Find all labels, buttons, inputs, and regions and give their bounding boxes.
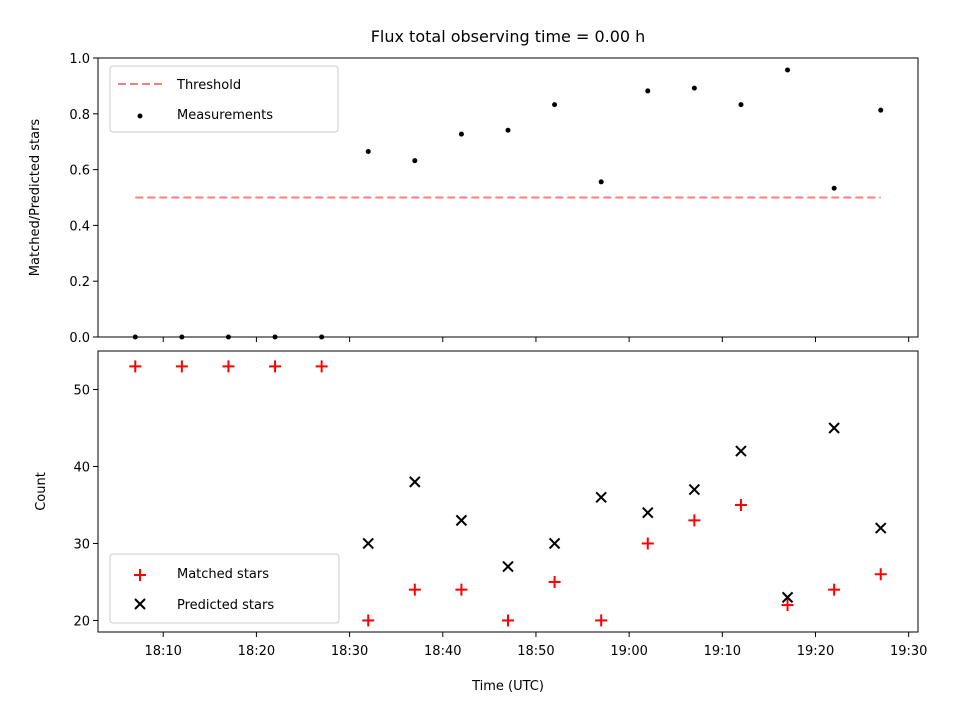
- measurement-point: [785, 67, 791, 73]
- matched-star-point: [222, 360, 235, 373]
- matched-star-point: [641, 537, 654, 550]
- predicted-star-point: [455, 514, 468, 527]
- x-tick-label: 19:30: [890, 644, 927, 659]
- predicted-star-point: [409, 476, 421, 488]
- bottom-legend-box: [109, 553, 340, 624]
- x-tick-label: 19:10: [704, 644, 741, 659]
- bottom-y-axis-label: Count: [34, 472, 49, 511]
- x-tick-label: 18:10: [144, 644, 181, 659]
- matched-star-point: [175, 360, 188, 373]
- measurement-point: [645, 88, 651, 94]
- measurement-point: [878, 107, 884, 113]
- matched-star-point: [874, 568, 887, 581]
- top-y-tick-label: 1.0: [69, 52, 90, 67]
- legend-measurements-label: Measurements: [177, 108, 273, 123]
- bottom-plot-marks: [129, 360, 887, 627]
- legend-matched-label: Matched stars: [177, 567, 269, 582]
- predicted-star-point: [642, 506, 654, 519]
- measurement-point: [365, 148, 371, 154]
- x-tick-label: 19:20: [797, 644, 834, 659]
- legend-predicted-label: Predicted stars: [177, 598, 274, 613]
- top-y-axis: 0.0 0.2 0.4 0.6 0.8 1.0: [69, 52, 98, 346]
- matched-star-point: [595, 614, 608, 627]
- top-legend-box: [109, 65, 339, 133]
- bottom-y-axis: 20 30 40 50: [73, 383, 98, 629]
- matched-star-point: [129, 360, 142, 373]
- predicted-star-point: [548, 537, 561, 550]
- predicted-star-point: [688, 483, 701, 496]
- matched-star-point: [548, 575, 561, 588]
- predicted-star-point: [828, 422, 840, 434]
- top-y-tick-label: 0.2: [69, 275, 90, 290]
- chart-title: Flux total observing time = 0.00 h: [371, 27, 646, 46]
- measurement-point: [691, 85, 697, 91]
- predicted-star-point: [781, 591, 794, 604]
- x-tick-label: 18:40: [424, 644, 461, 659]
- x-axis-label: Time (UTC): [471, 679, 544, 694]
- legend-threshold-label: Threshold: [176, 78, 241, 93]
- matched-star-point: [734, 498, 747, 511]
- top-y-axis-label: Matched/Predicted stars: [28, 119, 43, 277]
- measurement-point: [738, 102, 744, 108]
- predicted-star-point: [735, 445, 747, 457]
- measurement-point: [458, 131, 464, 137]
- measurement-point: [552, 102, 558, 108]
- matched-star-point: [502, 614, 514, 627]
- matched-star-point: [455, 583, 468, 596]
- top-axes-frame: [97, 57, 919, 338]
- matched-star-point: [688, 514, 701, 527]
- top-panel: 0.0 0.2 0.4 0.6 0.8 1.0 Matched/Predicted sta…: [28, 52, 919, 346]
- bottom-y-tick-label: 50: [73, 383, 90, 398]
- matched-star-point: [408, 583, 421, 596]
- matched-star-point: [315, 360, 328, 373]
- bottom-y-tick-label: 30: [73, 537, 90, 552]
- legend-matched-swatch: [134, 569, 146, 581]
- top-x-axis-ticks: [162, 337, 910, 342]
- measurement-point: [412, 158, 418, 164]
- matched-star-point: [362, 614, 375, 627]
- bottom-axes-frame: [97, 350, 919, 633]
- top-y-tick-label: 0.8: [69, 108, 90, 123]
- x-tick-label: 18:20: [238, 644, 275, 659]
- top-legend: Threshold Measurements: [109, 65, 339, 133]
- top-y-tick-label: 0.4: [69, 219, 90, 234]
- predicted-star-point: [875, 522, 887, 534]
- matched-star-point: [781, 599, 794, 612]
- predicted-star-point: [595, 491, 607, 503]
- top-y-tick-label: 0.6: [69, 164, 90, 179]
- predicted-star-point: [502, 560, 514, 573]
- legend-measurements-swatch: [137, 113, 143, 119]
- matched-star-point: [828, 583, 841, 596]
- bottom-legend: Matched stars Predicted stars: [109, 553, 340, 624]
- bottom-y-tick-label: 20: [73, 614, 90, 629]
- x-tick-label: 18:50: [517, 644, 554, 659]
- predicted-star-point: [362, 537, 374, 550]
- bottom-x-axis: 18:10 18:20 18:30 18:40 18:50 19:00 19:10 19:20…: [144, 632, 927, 659]
- measurement-point: [831, 185, 837, 191]
- x-tick-label: 18:30: [331, 644, 368, 659]
- measurement-point: [598, 179, 604, 185]
- x-tick-label: 19:00: [610, 644, 647, 659]
- bottom-y-tick-label: 40: [73, 460, 90, 475]
- measurement-point: [505, 127, 511, 133]
- legend-predicted-swatch: [134, 598, 146, 610]
- matched-star-point: [269, 360, 282, 373]
- top-y-tick-label: 0.0: [69, 331, 90, 346]
